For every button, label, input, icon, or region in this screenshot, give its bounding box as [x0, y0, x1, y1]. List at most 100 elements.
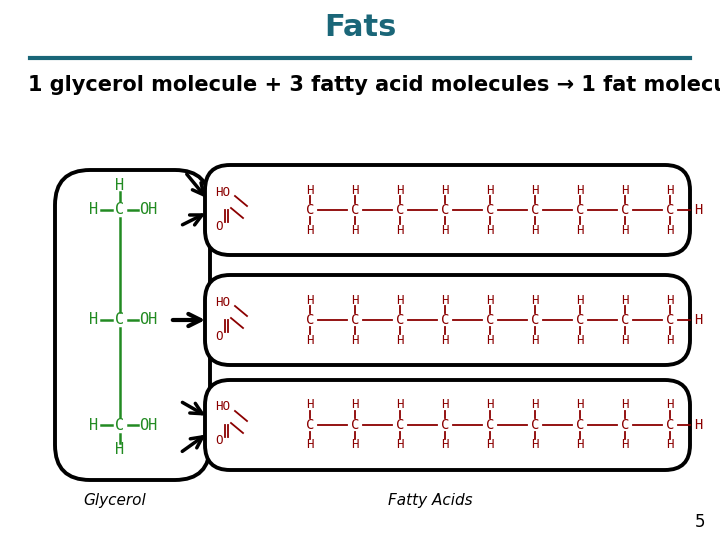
Text: C: C: [576, 203, 584, 217]
Text: C: C: [115, 202, 125, 218]
Text: C: C: [621, 313, 629, 327]
Text: C: C: [441, 203, 449, 217]
Text: H: H: [306, 224, 314, 237]
Text: C: C: [531, 203, 539, 217]
Text: H: H: [486, 334, 494, 347]
Text: H: H: [694, 418, 702, 432]
FancyBboxPatch shape: [205, 380, 690, 470]
Text: H: H: [576, 294, 584, 307]
Text: H: H: [486, 399, 494, 411]
Text: H: H: [621, 224, 629, 237]
Text: H: H: [351, 334, 359, 347]
Text: H: H: [694, 203, 702, 217]
Text: C: C: [351, 313, 359, 327]
Text: Glycerol: Glycerol: [84, 492, 146, 508]
Text: O: O: [215, 329, 222, 342]
Text: H: H: [306, 399, 314, 411]
Text: O: O: [215, 219, 222, 233]
Text: H: H: [306, 184, 314, 197]
Text: C: C: [531, 418, 539, 432]
Text: H: H: [351, 224, 359, 237]
Text: H: H: [441, 399, 449, 411]
Text: H: H: [441, 184, 449, 197]
Text: H: H: [441, 224, 449, 237]
Text: Fatty Acids: Fatty Acids: [387, 492, 472, 508]
FancyBboxPatch shape: [55, 170, 210, 480]
Text: H: H: [486, 224, 494, 237]
Text: C: C: [396, 418, 404, 432]
Text: C: C: [666, 203, 674, 217]
Text: C: C: [306, 313, 314, 327]
Text: H: H: [115, 178, 125, 192]
Text: H: H: [666, 438, 674, 451]
Text: H: H: [89, 417, 99, 433]
Text: C: C: [306, 203, 314, 217]
Text: H: H: [531, 294, 539, 307]
Text: H: H: [351, 399, 359, 411]
Text: H: H: [89, 313, 99, 327]
Text: H: H: [531, 438, 539, 451]
Text: H: H: [396, 294, 404, 307]
Text: H: H: [486, 438, 494, 451]
Text: C: C: [576, 313, 584, 327]
Text: H: H: [396, 184, 404, 197]
Text: O: O: [215, 435, 222, 448]
Text: H: H: [576, 224, 584, 237]
Text: H: H: [531, 224, 539, 237]
Text: H: H: [621, 294, 629, 307]
Text: C: C: [486, 313, 494, 327]
Text: OH: OH: [139, 202, 157, 218]
Text: H: H: [576, 438, 584, 451]
Text: H: H: [621, 399, 629, 411]
Text: OH: OH: [139, 313, 157, 327]
Text: H: H: [396, 399, 404, 411]
Text: C: C: [441, 418, 449, 432]
Text: HO: HO: [215, 186, 230, 199]
Text: C: C: [531, 313, 539, 327]
Text: H: H: [486, 184, 494, 197]
Text: H: H: [576, 399, 584, 411]
FancyBboxPatch shape: [205, 165, 690, 255]
Text: C: C: [351, 203, 359, 217]
Text: H: H: [486, 294, 494, 307]
Text: H: H: [621, 334, 629, 347]
Text: C: C: [666, 418, 674, 432]
Text: C: C: [306, 418, 314, 432]
Text: H: H: [89, 202, 99, 218]
Text: HO: HO: [215, 401, 230, 414]
Text: H: H: [531, 184, 539, 197]
Text: H: H: [621, 438, 629, 451]
Text: H: H: [694, 313, 702, 327]
Text: H: H: [666, 224, 674, 237]
Text: C: C: [115, 417, 125, 433]
Text: H: H: [666, 399, 674, 411]
Text: HO: HO: [215, 295, 230, 308]
Text: H: H: [441, 334, 449, 347]
Text: H: H: [576, 334, 584, 347]
Text: C: C: [396, 313, 404, 327]
Text: C: C: [621, 203, 629, 217]
Text: H: H: [666, 184, 674, 197]
Text: H: H: [306, 438, 314, 451]
Text: Fats: Fats: [324, 14, 396, 43]
Text: C: C: [621, 418, 629, 432]
Text: H: H: [441, 438, 449, 451]
Text: OH: OH: [139, 417, 157, 433]
Text: H: H: [115, 442, 125, 457]
Text: H: H: [351, 294, 359, 307]
Text: C: C: [441, 313, 449, 327]
Text: 5: 5: [695, 513, 706, 531]
Text: H: H: [576, 184, 584, 197]
Text: H: H: [441, 294, 449, 307]
Text: H: H: [396, 224, 404, 237]
Text: C: C: [351, 418, 359, 432]
Text: H: H: [351, 184, 359, 197]
Text: H: H: [306, 334, 314, 347]
Text: H: H: [666, 334, 674, 347]
Text: C: C: [576, 418, 584, 432]
Text: H: H: [306, 294, 314, 307]
Text: H: H: [531, 399, 539, 411]
Text: C: C: [486, 203, 494, 217]
Text: C: C: [666, 313, 674, 327]
Text: H: H: [351, 438, 359, 451]
